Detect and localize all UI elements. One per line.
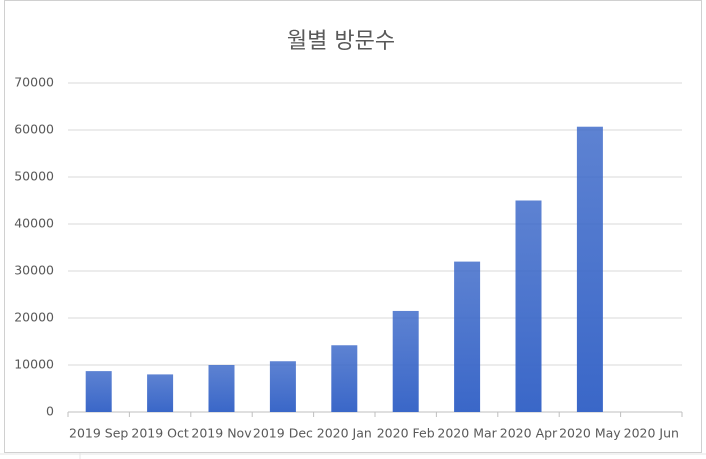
x-tick-label: 2019 Nov — [191, 426, 252, 441]
y-tick-label: 20000 — [14, 310, 54, 325]
bar — [454, 261, 481, 412]
bar — [147, 374, 174, 412]
y-tick-label: 10000 — [14, 357, 54, 372]
y-tick-label: 60000 — [14, 122, 54, 137]
y-tick-label: 40000 — [14, 216, 54, 231]
y-tick-label: 50000 — [14, 169, 54, 184]
bar — [269, 361, 296, 412]
bar — [392, 310, 419, 412]
x-tick-label: 2020 May — [559, 426, 621, 441]
y-tick-label: 70000 — [14, 75, 54, 90]
x-tick-label: 2020 Apr — [500, 426, 558, 441]
y-tick-label: 0 — [46, 404, 54, 419]
x-tick-label: 2020 Jun — [624, 426, 679, 441]
x-tick-label: 2019 Dec — [253, 426, 313, 441]
bar — [515, 200, 542, 412]
x-tick-label: 2019 Oct — [131, 426, 188, 441]
bar — [331, 345, 358, 412]
x-tick-label: 2020 Feb — [377, 426, 435, 441]
x-tick-label: 2020 Mar — [437, 426, 497, 441]
x-tick-label: 2020 Jan — [317, 426, 372, 441]
x-tick-label: 2019 Sep — [69, 426, 128, 441]
bar — [576, 126, 603, 413]
chart-title: 월별 방문수 — [287, 29, 395, 54]
bar — [85, 371, 112, 412]
bar — [208, 365, 235, 412]
y-tick-label: 30000 — [14, 263, 54, 278]
